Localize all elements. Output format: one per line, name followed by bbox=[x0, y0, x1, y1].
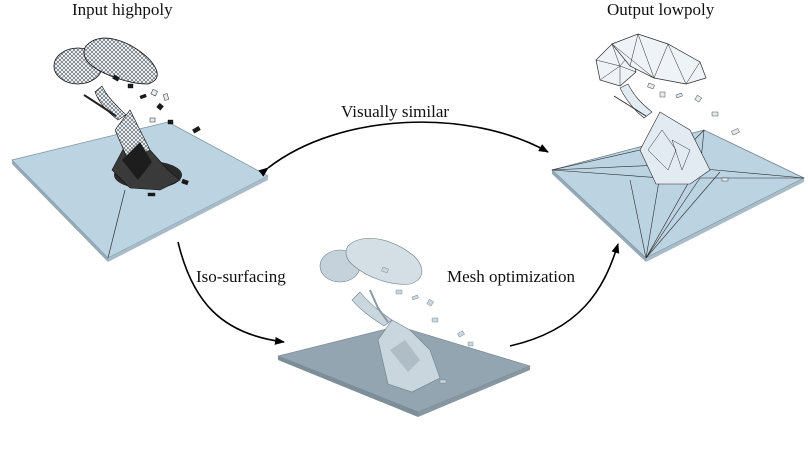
input-highpoly-model bbox=[11, 37, 269, 262]
visually-similar-arrow bbox=[258, 121, 549, 177]
mesh-optimization-arrow bbox=[509, 243, 620, 347]
output-leaf-2 bbox=[611, 33, 707, 85]
iso-leaf-2 bbox=[345, 238, 423, 285]
iso-surfacing-arrow bbox=[177, 241, 285, 345]
iso-surface-model bbox=[277, 238, 531, 417]
iso-surfacing-label: Iso-surfacing bbox=[196, 267, 286, 286]
output-lowpoly-model bbox=[551, 33, 805, 262]
input-leaf-2 bbox=[83, 37, 158, 85]
input-highpoly-label: Input highpoly bbox=[72, 0, 173, 19]
mesh-optimization-label: Mesh optimization bbox=[447, 267, 575, 286]
visually-similar-label: Visually similar bbox=[341, 102, 450, 121]
output-lowpoly-label: Output lowpoly bbox=[607, 0, 715, 19]
